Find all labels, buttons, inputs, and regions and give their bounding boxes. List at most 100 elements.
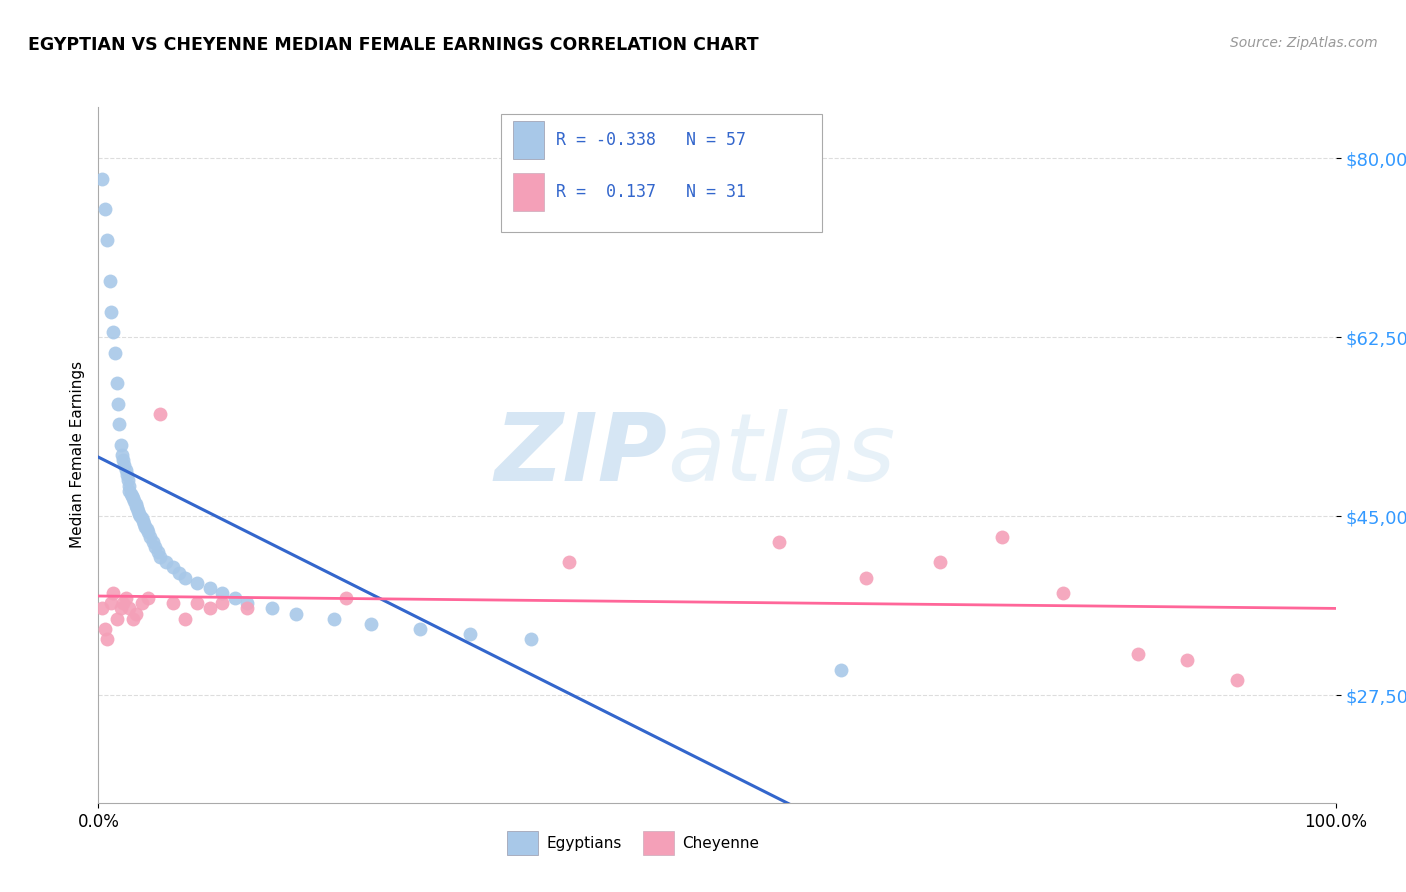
- Point: [360, 616, 382, 631]
- Point: [143, 540, 166, 554]
- Point: [110, 438, 132, 452]
- Point: [224, 591, 246, 606]
- Point: [990, 530, 1012, 544]
- Point: [105, 612, 128, 626]
- Point: [830, 663, 852, 677]
- Point: [131, 596, 153, 610]
- Point: [335, 591, 357, 606]
- Point: [136, 524, 159, 539]
- Text: R =  0.137   N = 31: R = 0.137 N = 31: [557, 183, 747, 201]
- Point: [1052, 586, 1074, 600]
- Point: [124, 494, 146, 508]
- Point: [93, 202, 115, 217]
- Text: EGYPTIAN VS CHEYENNE MEDIAN FEMALE EARNINGS CORRELATION CHART: EGYPTIAN VS CHEYENNE MEDIAN FEMALE EARNI…: [28, 36, 759, 54]
- Text: ZIP: ZIP: [495, 409, 668, 501]
- Point: [928, 555, 950, 569]
- Point: [115, 468, 138, 483]
- Point: [108, 417, 131, 432]
- Point: [107, 397, 129, 411]
- Point: [110, 601, 132, 615]
- Point: [236, 596, 259, 610]
- Point: [118, 478, 141, 492]
- Point: [131, 511, 153, 525]
- Point: [103, 345, 125, 359]
- Point: [134, 519, 156, 533]
- Point: [100, 596, 122, 610]
- Point: [124, 497, 146, 511]
- Point: [198, 581, 221, 595]
- Point: [211, 586, 233, 600]
- Point: [186, 596, 208, 610]
- Text: atlas: atlas: [668, 409, 896, 500]
- Point: [146, 545, 169, 559]
- Text: Cheyenne: Cheyenne: [682, 836, 759, 851]
- Point: [1226, 673, 1249, 687]
- Point: [155, 555, 177, 569]
- Point: [124, 607, 146, 621]
- Bar: [513, 121, 544, 159]
- Point: [142, 534, 165, 549]
- Point: [122, 612, 145, 626]
- Point: [128, 508, 150, 522]
- Point: [118, 601, 141, 615]
- Point: [198, 601, 221, 615]
- Point: [186, 575, 208, 590]
- Point: [118, 483, 141, 498]
- Point: [1126, 648, 1149, 662]
- Point: [112, 453, 135, 467]
- Point: [135, 522, 157, 536]
- Point: [122, 491, 145, 505]
- Point: [162, 596, 184, 610]
- Point: [149, 550, 172, 565]
- Point: [855, 571, 877, 585]
- Point: [236, 601, 259, 615]
- Point: [127, 504, 149, 518]
- Point: [132, 515, 155, 529]
- Point: [458, 627, 481, 641]
- Point: [121, 489, 143, 503]
- Point: [120, 487, 142, 501]
- Point: [103, 325, 125, 339]
- Point: [322, 612, 344, 626]
- Point: [768, 534, 790, 549]
- Text: Egyptians: Egyptians: [547, 836, 621, 851]
- Point: [129, 509, 152, 524]
- Point: [114, 463, 136, 477]
- Point: [112, 458, 135, 472]
- Point: [260, 601, 283, 615]
- Text: Source: ZipAtlas.com: Source: ZipAtlas.com: [1230, 36, 1378, 50]
- Point: [125, 501, 148, 516]
- Point: [409, 622, 432, 636]
- Point: [91, 601, 114, 615]
- Point: [111, 448, 134, 462]
- Point: [174, 571, 197, 585]
- Point: [96, 632, 118, 646]
- Point: [98, 274, 121, 288]
- Bar: [643, 830, 673, 855]
- Bar: [513, 173, 544, 211]
- Point: [167, 566, 190, 580]
- Point: [149, 407, 172, 421]
- Point: [96, 233, 118, 247]
- Point: [162, 560, 184, 574]
- Point: [93, 622, 115, 636]
- Point: [520, 632, 543, 646]
- Point: [285, 607, 308, 621]
- Point: [114, 591, 136, 606]
- Point: [112, 596, 135, 610]
- Y-axis label: Median Female Earnings: Median Female Earnings: [69, 361, 84, 549]
- Text: R = -0.338   N = 57: R = -0.338 N = 57: [557, 131, 747, 150]
- Point: [211, 596, 233, 610]
- FancyBboxPatch shape: [501, 114, 823, 232]
- Point: [124, 499, 146, 513]
- Point: [105, 376, 128, 391]
- Point: [174, 612, 197, 626]
- Bar: [506, 830, 537, 855]
- Point: [100, 304, 122, 318]
- Point: [557, 555, 579, 569]
- Point: [139, 530, 162, 544]
- Point: [136, 591, 159, 606]
- Point: [1175, 652, 1198, 666]
- Point: [134, 517, 156, 532]
- Point: [91, 171, 114, 186]
